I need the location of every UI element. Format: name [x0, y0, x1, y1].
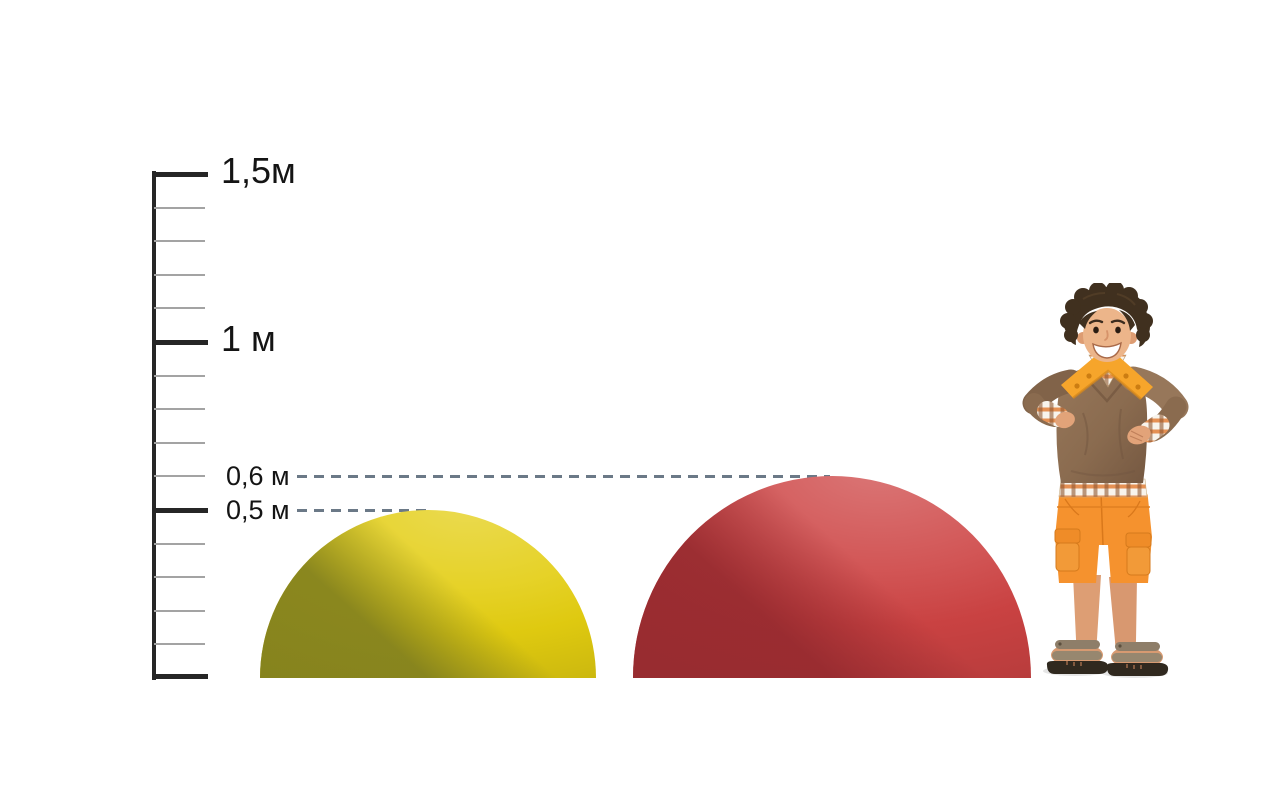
red-hemisphere: [633, 476, 1031, 678]
scale-tick-minor: [154, 441, 205, 444]
scale-tick-minor: [154, 240, 205, 243]
scale-bar: [152, 171, 156, 680]
child-head: [1060, 283, 1153, 362]
scale-tick-minor: [154, 475, 205, 478]
child-jacket: [1022, 365, 1189, 483]
scale-tick-minor: [154, 307, 205, 310]
child-hair: [1060, 283, 1153, 347]
scale-tick-major: [152, 507, 208, 513]
child-legs: [1073, 575, 1137, 653]
guide-line-0-6m: [297, 474, 830, 478]
scale-tick-minor: [154, 643, 205, 646]
scale-tick-minor: [154, 206, 205, 209]
yellow-hemisphere: [260, 510, 596, 678]
red-hemisphere-shadow: [633, 476, 1031, 678]
scale-tick-minor: [154, 273, 205, 276]
scale-tick-major: [152, 171, 208, 177]
scale-tick-minor: [154, 408, 205, 411]
scale-tick-major: [152, 339, 208, 345]
child-sandals: [1046, 640, 1169, 676]
scale-tick-minor: [154, 542, 205, 545]
scale-label-1m: 1 м: [221, 318, 276, 359]
scale-label-1-5m: 1,5м: [221, 150, 296, 191]
scale-tick-minor: [154, 576, 205, 579]
scale-tick-minor: [154, 609, 205, 612]
child-shorts: [1054, 491, 1152, 583]
guide-label-0-5m: 0,5 м: [226, 495, 290, 525]
yellow-hemisphere-shadow: [260, 510, 596, 678]
guide-label-0-6m: 0,6 м: [226, 461, 290, 492]
child-figure: [1022, 283, 1189, 678]
scale-foot: [152, 674, 208, 679]
guide-line-0-5m: [297, 508, 432, 512]
scale-tick-minor: [154, 374, 205, 377]
